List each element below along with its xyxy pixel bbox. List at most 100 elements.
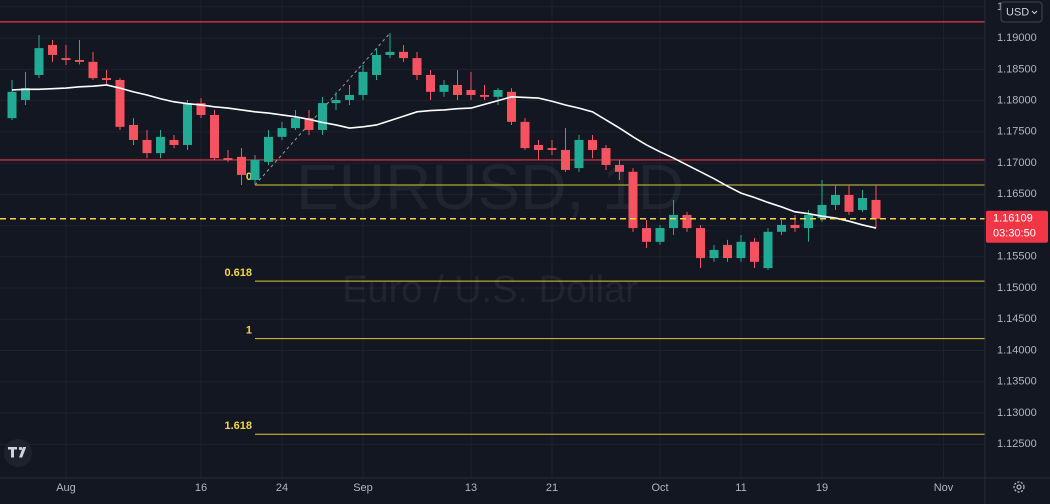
candle-body xyxy=(358,71,368,95)
candle-body xyxy=(520,121,530,149)
logo-mark xyxy=(8,447,27,458)
candle-body xyxy=(169,139,179,145)
candle-body xyxy=(196,103,206,115)
candle-body xyxy=(183,103,192,145)
tradingview-logo xyxy=(4,439,32,467)
candle-body xyxy=(61,58,71,60)
moving-average-line xyxy=(11,84,877,229)
last-price-box xyxy=(986,210,1048,243)
candle-body xyxy=(223,158,233,160)
y-tick-label: 1.14000 xyxy=(997,344,1037,356)
y-tick-label: 1.13000 xyxy=(997,407,1037,419)
candle-body xyxy=(385,51,395,55)
logo-dot xyxy=(18,446,23,451)
candle-body xyxy=(628,171,638,229)
fib-label: 1.618 xyxy=(224,420,252,432)
candle-body xyxy=(75,59,84,62)
x-tick-label: Oct xyxy=(651,482,668,494)
fib-label: 0.618 xyxy=(224,267,252,279)
candle-body xyxy=(7,91,17,119)
candle-body xyxy=(102,78,111,80)
candle-body xyxy=(453,84,462,95)
candle-body xyxy=(588,139,597,150)
x-tick-label: Nov xyxy=(934,482,954,494)
candle-body xyxy=(264,136,273,162)
settings-gear-center[interactable] xyxy=(1016,484,1022,490)
countdown-label: 03:30:50 xyxy=(993,228,1036,240)
fib-label: 0 xyxy=(246,171,252,183)
fib-trend-line xyxy=(254,32,391,186)
currency-button-box[interactable] xyxy=(1000,1,1043,23)
candle-body xyxy=(115,79,125,127)
candle-body xyxy=(601,148,611,165)
x-tick-label: Sep xyxy=(353,482,373,494)
y-tick-label: 1.15500 xyxy=(997,251,1037,263)
candle-body xyxy=(561,149,570,170)
candle-body xyxy=(291,118,300,129)
candle-body xyxy=(21,88,30,100)
candle-body xyxy=(709,249,719,259)
candle-body xyxy=(372,54,381,75)
y-tick-label: 1.13500 xyxy=(997,376,1037,388)
dropdown-arrow[interactable] xyxy=(1031,10,1038,15)
candle-body xyxy=(493,89,503,97)
y-tick-label: 1.17000 xyxy=(997,157,1037,169)
axes: 1.12500 1.13000 1.13500 1.14000 1.14500 1.150… xyxy=(56,1,1048,494)
candle-body xyxy=(790,224,800,229)
candle-body xyxy=(412,58,422,75)
candle-body xyxy=(156,136,165,154)
symbol-watermark: EURUSD, 1D xyxy=(296,151,684,223)
fib-label: 1 xyxy=(246,325,252,337)
logo-circle xyxy=(4,439,32,467)
y-tick-label: 1.17500 xyxy=(997,126,1037,138)
candle-body xyxy=(669,214,678,229)
candle-body xyxy=(480,94,489,97)
candle-body xyxy=(871,199,881,219)
candle-body xyxy=(277,128,287,137)
candle-body xyxy=(237,156,246,175)
candle-body xyxy=(318,103,327,130)
y-tick-label: 1.18000 xyxy=(997,95,1037,107)
candle-body xyxy=(129,124,138,140)
x-tick-label: 21 xyxy=(546,482,558,494)
candle-body xyxy=(534,144,543,150)
last-price-label: 1.16109 xyxy=(993,213,1033,225)
candle-body xyxy=(426,74,435,92)
candle-body xyxy=(696,228,705,259)
y-tick-label: 1.19000 xyxy=(997,32,1037,44)
candle-body xyxy=(547,148,557,150)
settings-gear[interactable] xyxy=(1013,481,1025,493)
x-tick-label: 19 xyxy=(816,482,828,494)
candle-body xyxy=(858,198,867,210)
candle-body xyxy=(250,159,260,180)
x-tick-label: 24 xyxy=(276,482,288,494)
candle-body xyxy=(439,84,449,92)
candle-body xyxy=(642,228,651,242)
y-tick-label: 1.16500 xyxy=(997,188,1037,200)
settings-button[interactable] xyxy=(1013,481,1025,493)
candle-body xyxy=(682,214,692,229)
candle-body xyxy=(34,48,44,75)
x-tick-label: 13 xyxy=(465,482,477,494)
x-tick-label: 11 xyxy=(735,482,746,494)
candle-body xyxy=(331,99,341,104)
currency-label[interactable]: USD xyxy=(1006,6,1029,18)
description-watermark: Euro / U.S. Dollar xyxy=(342,269,638,311)
grid xyxy=(0,0,985,478)
y-tick-label: 1.14500 xyxy=(997,313,1037,325)
candle-body xyxy=(723,244,732,259)
x-tick-label: Aug xyxy=(56,482,76,494)
candle-body xyxy=(844,194,854,212)
candle-body xyxy=(304,118,314,130)
candle-body xyxy=(763,231,773,269)
y-tick-label: 1.15000 xyxy=(997,282,1037,294)
candle-body xyxy=(142,139,152,154)
currency-button[interactable]: USD xyxy=(1000,1,1043,23)
candle-body xyxy=(574,139,584,169)
candle-body xyxy=(804,214,813,229)
candle-body xyxy=(831,194,840,205)
candle-body xyxy=(507,91,516,122)
